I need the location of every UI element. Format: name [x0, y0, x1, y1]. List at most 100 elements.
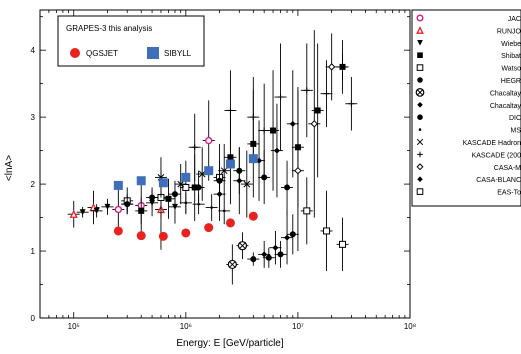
data-point	[294, 166, 302, 175]
y-tick-label: 4	[31, 46, 36, 55]
outer-legend-label: CASA-M	[494, 165, 521, 172]
x-axis: 10⁵ 10⁶ 10⁷ 10⁸	[39, 10, 416, 331]
outer-legend-label: JAC	[508, 16, 521, 23]
outer-legend-label: KASCADE Hadron	[463, 140, 521, 147]
data-point	[225, 218, 235, 228]
data-point	[248, 211, 258, 221]
outer-legend-marker	[417, 102, 423, 108]
series-shibat	[135, 43, 349, 225]
outer-legend-marker	[417, 176, 423, 182]
data-point	[277, 251, 284, 258]
data-point	[225, 159, 235, 169]
outer-legend-marker-cross-b	[416, 89, 424, 96]
y-tick-label: 2	[31, 180, 36, 189]
outer-legend-label: Watso	[501, 66, 521, 73]
data-point-b	[177, 180, 185, 188]
outer-legend-label: Wiebe	[501, 41, 521, 48]
outer-legend-label: Chacaltay	[490, 90, 521, 97]
data-point	[171, 191, 178, 198]
plot-frame	[39, 9, 411, 319]
outer-legend-marker	[416, 138, 424, 146]
legend-sibyll-label: SIBYLL	[164, 49, 192, 58]
series-eas-to	[300, 177, 349, 272]
data-marks	[67, 30, 358, 285]
outer-legend-label: EAS-To	[497, 190, 521, 197]
data-point	[198, 170, 206, 178]
legend-qgsjet-marker	[70, 48, 80, 58]
data-point	[158, 231, 168, 241]
series-dic	[247, 214, 299, 268]
data-point	[237, 241, 248, 251]
outer-legend-label: RUNJO	[497, 28, 521, 35]
outer-legend-marker	[417, 40, 423, 46]
data-point	[227, 107, 234, 114]
data-point	[136, 176, 146, 186]
data-point	[248, 154, 258, 164]
data-point	[289, 231, 296, 238]
data-point	[227, 259, 237, 270]
data-point	[191, 144, 198, 151]
data-point-b	[198, 170, 206, 178]
data-point	[79, 209, 86, 216]
data-point	[323, 227, 331, 235]
series-hegr	[121, 147, 294, 215]
x-tick-label: 10⁸	[404, 322, 416, 331]
outer-legend-label: Shibat	[501, 53, 521, 60]
data-point	[124, 201, 131, 208]
series-kascade-200	[188, 40, 358, 181]
outer-legend-label: Chacaltay	[490, 103, 521, 110]
x-tick-label: 10⁶	[180, 322, 192, 331]
legend-sibyll-marker	[147, 47, 159, 59]
data-point-cross-b	[228, 261, 236, 268]
outer-legend-marker	[416, 14, 424, 22]
series-chacaltay	[226, 232, 249, 285]
series-casa-m	[291, 30, 338, 252]
data-point	[250, 114, 257, 121]
data-point	[113, 180, 123, 190]
outer-legend-marker	[417, 52, 423, 58]
data-point	[177, 180, 185, 188]
outer-legend-marker	[417, 77, 423, 83]
data-point	[227, 154, 234, 161]
outer-legend-marker	[418, 128, 422, 131]
data-point	[250, 256, 257, 263]
x-tick-label: 10⁵	[68, 322, 80, 331]
data-point	[314, 107, 321, 114]
data-point	[181, 172, 191, 182]
series-ms	[179, 192, 231, 225]
outer-legend-marker	[416, 188, 424, 195]
outer-legend-marker	[416, 163, 424, 171]
data-point	[270, 127, 277, 134]
data-point	[158, 178, 168, 188]
data-point	[272, 244, 279, 251]
y-axis: 0 1 2 3 4	[31, 16, 410, 323]
data-point	[265, 254, 272, 261]
data-point	[303, 207, 311, 215]
data-point	[93, 207, 100, 214]
data-point	[113, 226, 123, 236]
data-point	[289, 120, 296, 127]
data-point	[323, 90, 330, 97]
series-casa-blanc	[213, 70, 299, 221]
outer-legend-label: HEGR	[501, 78, 521, 85]
inner-legend: GRAPES-3 this analysis QGSJET SIBYLL	[57, 15, 205, 67]
data-point	[339, 63, 346, 70]
outer-legend: JAC RUNJO Wiebe Shibat Watso HEGR Chacaltay Cha…	[411, 9, 521, 207]
data-point	[261, 127, 268, 134]
data-point	[181, 228, 191, 238]
data-point	[348, 100, 355, 107]
data-point-b	[220, 167, 228, 175]
data-point-cross-b	[239, 242, 246, 250]
outer-legend-marker	[416, 64, 424, 71]
data-point	[339, 240, 347, 248]
x-axis-label: Energy: E [GeV/particle]	[176, 338, 283, 349]
inner-legend-title: GRAPES-3 this analysis	[66, 24, 152, 33]
outer-legend-label: DIC	[509, 115, 521, 122]
data-point	[310, 120, 318, 128]
data-point	[138, 207, 145, 214]
outer-legend-label: KASCADE (200	[472, 152, 521, 159]
y-tick-label: 0	[31, 314, 36, 323]
legend-qgsjet-label: QGSJET	[86, 49, 118, 58]
data-point	[149, 194, 156, 201]
data-point	[243, 180, 251, 188]
